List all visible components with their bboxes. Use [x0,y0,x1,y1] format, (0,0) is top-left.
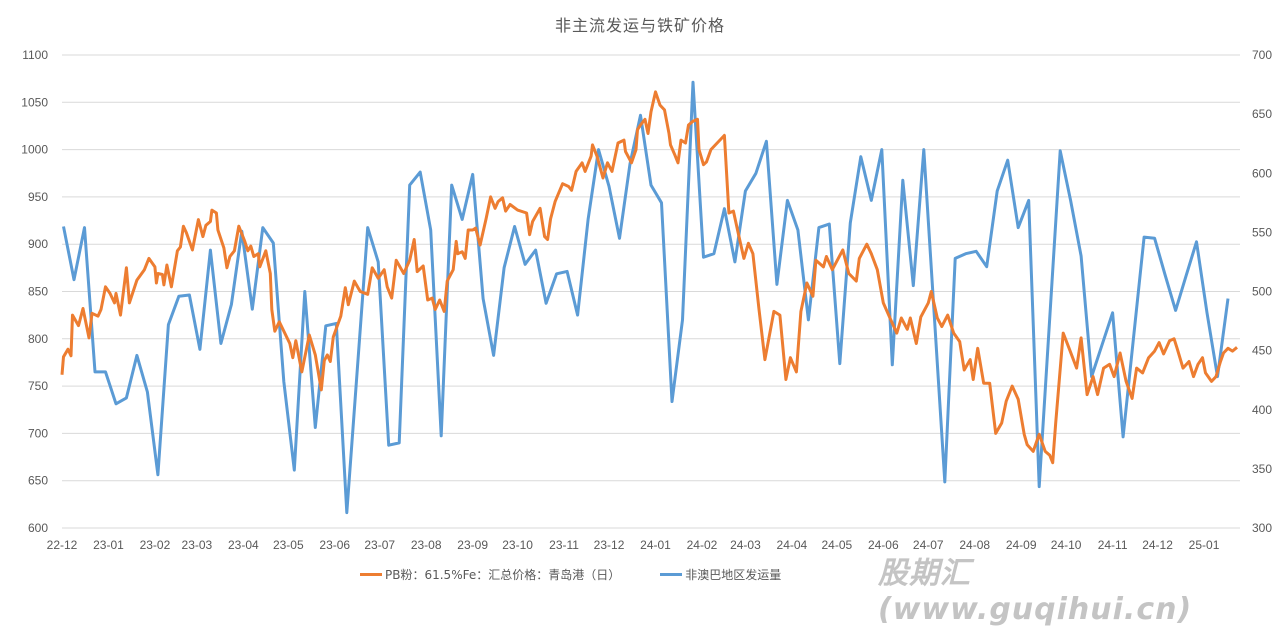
y-left-tick-label: 750 [28,379,48,393]
x-tick-label: 23-08 [411,538,442,552]
legend-item-price[interactable]: PB粉：61.5%Fe：汇总价格：青岛港（日） [360,566,620,583]
x-tick-label: 24-04 [777,538,808,552]
y-right-tick-label: 700 [1252,48,1272,62]
y-left-tick-label: 850 [28,285,48,299]
y-right-tick-label: 650 [1252,107,1272,121]
y-right-tick-label: 600 [1252,166,1272,180]
x-tick-label: 23-07 [364,538,395,552]
watermark: 股期汇(www.guqihui.cn) [878,548,1280,627]
y-left-tick-label: 600 [28,521,48,535]
x-tick-label: 23-04 [228,538,259,552]
x-tick-label: 23-11 [549,538,579,552]
x-tick-label: 23-09 [457,538,488,552]
legend: PB粉：61.5%Fe：汇总价格：青岛港（日） 非澳巴地区发运量 [360,566,781,583]
x-tick-label: 23-03 [182,538,213,552]
x-tick-label: 22-12 [47,538,78,552]
x-tick-label: 23-12 [594,538,625,552]
x-tick-label: 23-06 [319,538,350,552]
y-right-tick-label: 400 [1252,403,1272,417]
x-tick-label: 24-02 [687,538,718,552]
y-right-tick-label: 500 [1252,285,1272,299]
y-right-tick-label: 450 [1252,344,1272,358]
y-right-tick-label: 550 [1252,225,1272,239]
y-left-tick-label: 1000 [21,143,48,157]
y-left-tick-label: 1100 [22,48,48,62]
y-left-tick-label: 1050 [21,95,48,109]
x-tick-label: 23-05 [273,538,304,552]
y-right-tick-label: 350 [1252,462,1272,476]
x-tick-label: 23-10 [502,538,533,552]
y-left-tick-label: 650 [28,474,48,488]
y-left-tick-label: 950 [28,190,48,204]
x-tick-label: 24-03 [730,538,761,552]
legend-swatch-blue [660,573,682,576]
x-tick-label: 23-01 [93,538,124,552]
x-tick-label: 24-05 [821,538,852,552]
legend-label-shipments: 非澳巴地区发运量 [685,566,781,583]
y-left-tick-label: 800 [28,332,48,346]
x-tick-label: 24-01 [640,538,671,552]
legend-label-price: PB粉：61.5%Fe：汇总价格：青岛港（日） [385,566,620,583]
y-left-tick-label: 900 [28,237,48,251]
y-right-tick-label: 300 [1252,521,1272,535]
y-left-tick-label: 700 [28,426,48,440]
line-chart: 600 650 700 750 800 850 900 950 1000 1050 1100 300 3… [0,0,1280,596]
legend-item-shipments[interactable]: 非澳巴地区发运量 [660,566,781,583]
price-series-line [62,92,1237,463]
legend-swatch-orange [360,573,382,576]
x-tick-label: 23-02 [140,538,171,552]
